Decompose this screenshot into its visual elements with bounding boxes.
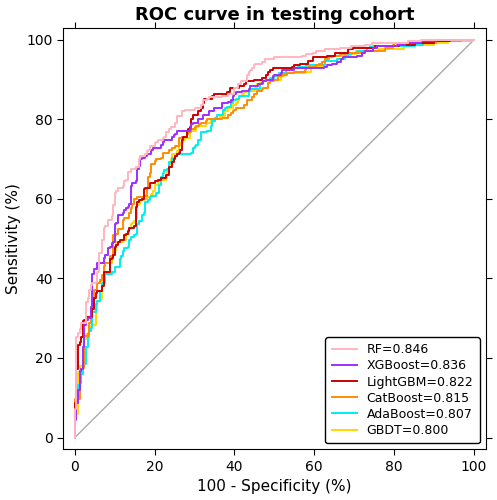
X-axis label: 100 - Specificity (%): 100 - Specificity (%) xyxy=(197,480,352,494)
Legend: RF=0.846, XGBoost=0.836, LightGBM=0.822, CatBoost=0.815, AdaBoost=0.807, GBDT=0.: RF=0.846, XGBoost=0.836, LightGBM=0.822,… xyxy=(326,337,480,443)
Y-axis label: Sensitivity (%): Sensitivity (%) xyxy=(5,183,20,294)
Title: ROC curve in testing cohort: ROC curve in testing cohort xyxy=(135,6,414,24)
